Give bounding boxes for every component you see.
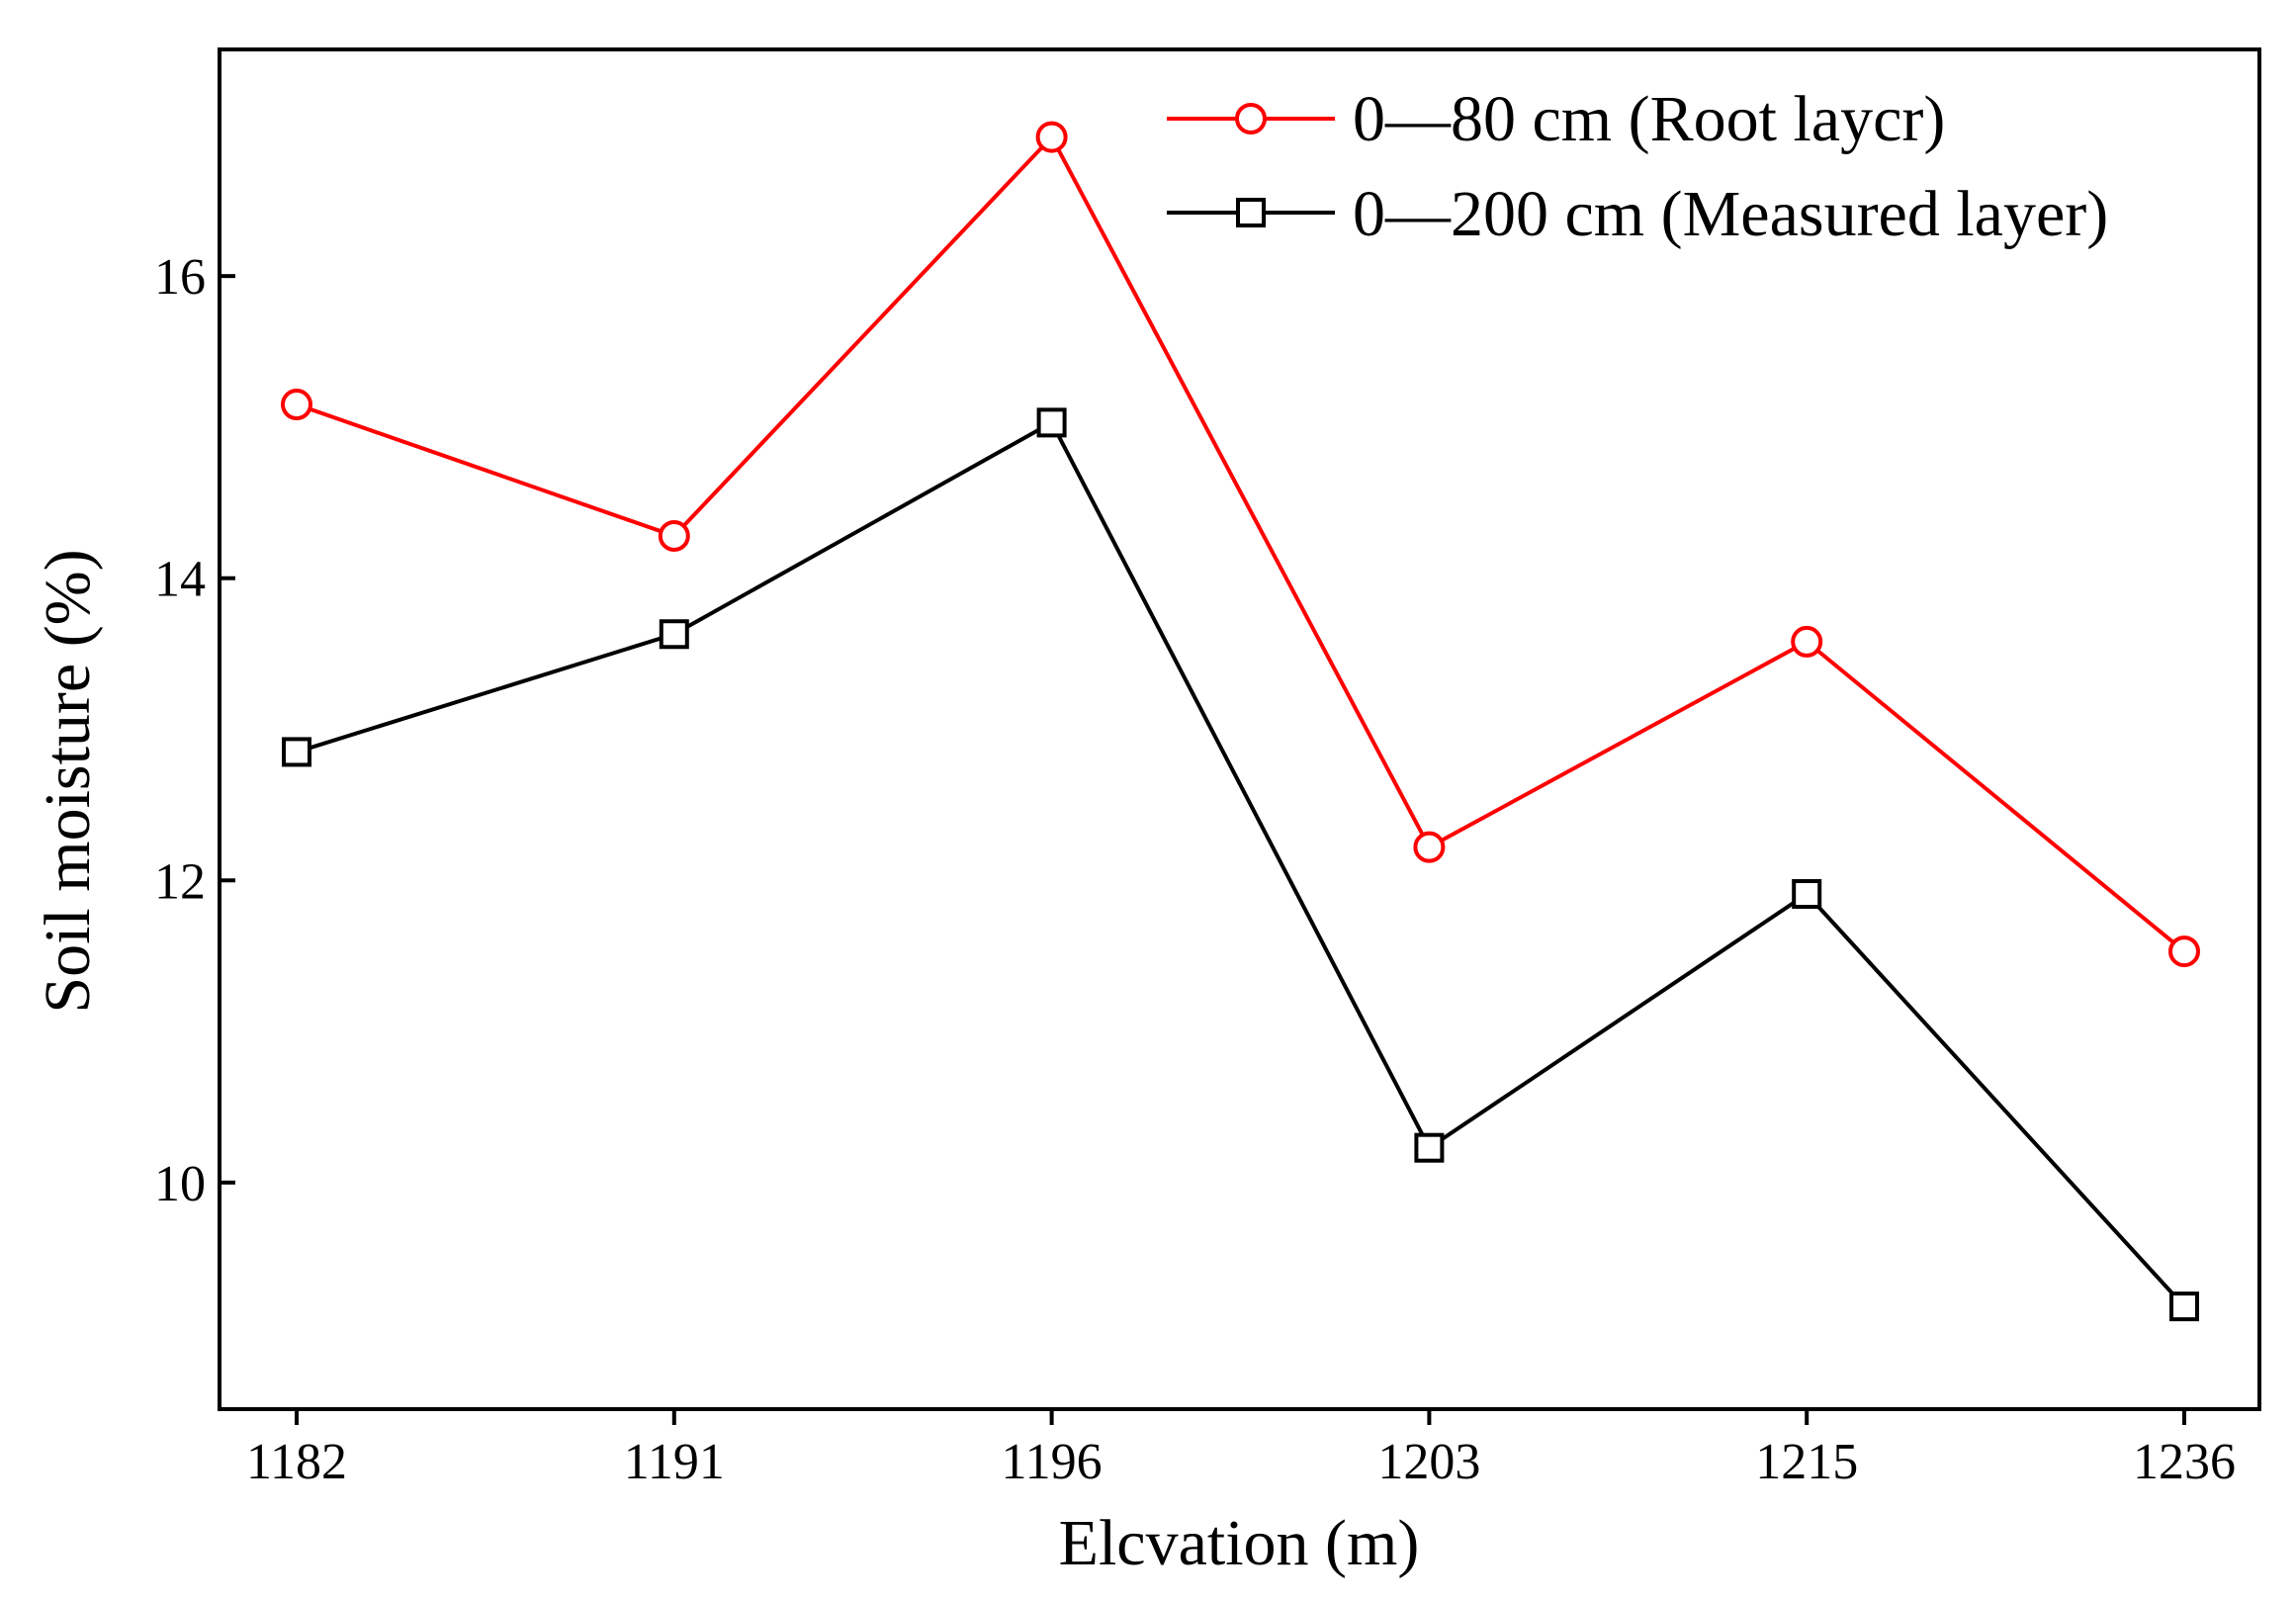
y-tick-label: 10 bbox=[154, 1156, 206, 1212]
x-axis-title: Elcvation (m) bbox=[1059, 1507, 1420, 1579]
legend-label-measured-layer: 0—200 cm (Measured layer) bbox=[1353, 178, 2108, 250]
data-point-circle bbox=[2168, 935, 2200, 968]
plot-frame bbox=[218, 47, 2261, 1411]
data-point-square bbox=[2169, 1291, 2199, 1322]
data-point-square bbox=[659, 619, 689, 650]
data-point-square bbox=[1792, 879, 1822, 910]
x-tick-label: 1191 bbox=[624, 1434, 725, 1490]
x-axis-ticks: 1182 1191 1196 1203 1215 1236 bbox=[246, 1409, 2236, 1490]
series-2 bbox=[282, 407, 2199, 1322]
y-tick-label: 14 bbox=[154, 552, 206, 608]
data-point-circle bbox=[1035, 121, 1068, 153]
x-tick-label: 1182 bbox=[246, 1434, 347, 1490]
series-line bbox=[296, 419, 2186, 1308]
y-tick-label: 12 bbox=[154, 853, 206, 910]
x-tick-label: 1236 bbox=[2133, 1434, 2236, 1490]
series-line bbox=[296, 133, 2186, 953]
x-tick-label: 1196 bbox=[1002, 1434, 1103, 1490]
y-tick-label: 16 bbox=[154, 249, 206, 306]
data-point-square bbox=[282, 737, 311, 767]
data-point-circle bbox=[1413, 831, 1446, 863]
series-layer bbox=[281, 121, 2200, 1322]
data-point-circle bbox=[281, 389, 312, 421]
series-1 bbox=[281, 121, 2200, 968]
legend: 0—80 cm (Root laycr) 0—200 cm (Measured … bbox=[1167, 83, 2108, 250]
legend-marker-circle bbox=[1235, 103, 1267, 134]
y-axis-ticks: 10 12 14 16 bbox=[154, 249, 235, 1212]
legend-label-root-layer: 0—80 cm (Root laycr) bbox=[1353, 83, 1945, 155]
data-point-circle bbox=[658, 519, 690, 552]
legend-item-root-layer: 0—80 cm (Root laycr) bbox=[1167, 83, 1945, 155]
y-axis-title: Soil moisture (%) bbox=[32, 549, 104, 1013]
x-tick-label: 1215 bbox=[1755, 1434, 1858, 1490]
data-point-square bbox=[1036, 407, 1067, 438]
data-point-circle bbox=[1791, 625, 1823, 658]
legend-marker-square bbox=[1236, 198, 1266, 227]
x-tick-label: 1203 bbox=[1377, 1434, 1480, 1490]
data-point-square bbox=[1414, 1132, 1445, 1163]
legend-item-measured-layer: 0—200 cm (Measured layer) bbox=[1167, 178, 2108, 250]
